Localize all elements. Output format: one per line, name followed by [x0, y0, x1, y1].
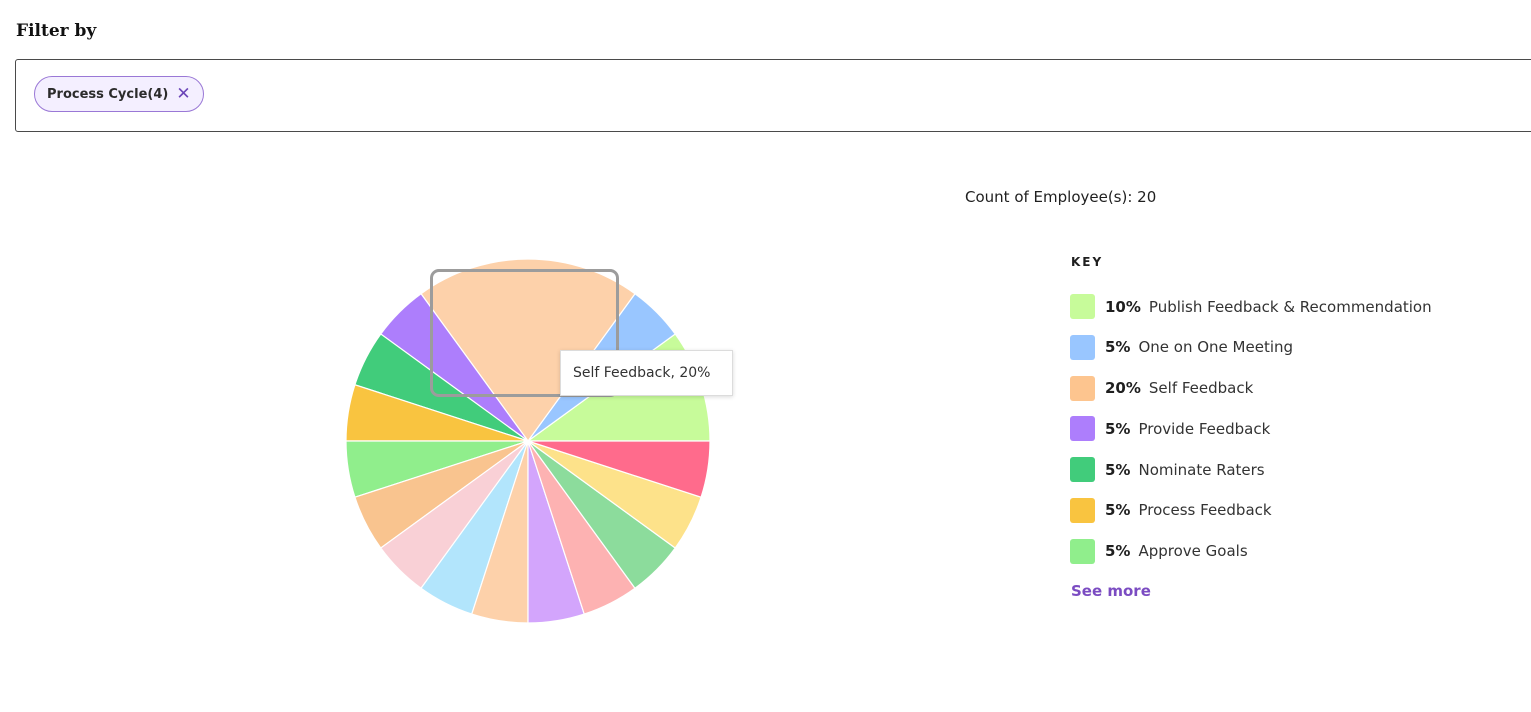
filter-title: Filter by: [16, 21, 97, 41]
legend-list: 10% Publish Feedback & Recommendation 5% On…: [1070, 294, 1432, 580]
legend-percent: 10%: [1105, 297, 1141, 316]
see-more-link[interactable]: See more: [1071, 582, 1151, 600]
legend-percent: 5%: [1105, 460, 1131, 479]
legend-swatch: [1070, 294, 1095, 319]
pie-tooltip: Self Feedback, 20%: [560, 350, 733, 396]
employee-count: Count of Employee(s): 20: [965, 188, 1157, 206]
legend-swatch: [1070, 334, 1095, 360]
legend-swatch: [1070, 457, 1095, 483]
legend-item: 5% Approve Goals: [1070, 538, 1432, 564]
filter-input-box[interactable]: Process Cycle(4) ✕: [15, 59, 1531, 132]
legend-label: Provide Feedback: [1138, 419, 1271, 438]
legend-percent: 5%: [1105, 542, 1131, 561]
legend-swatch: [1070, 497, 1095, 523]
legend-item: 10% Publish Feedback & Recommendation: [1070, 294, 1432, 319]
legend-percent: 5%: [1105, 419, 1131, 438]
legend-label: Publish Feedback & Recommendation: [1148, 297, 1432, 316]
close-icon[interactable]: ✕: [176, 83, 191, 104]
legend-swatch: [1070, 538, 1095, 564]
legend-label: Approve Goals: [1138, 542, 1248, 561]
legend-label: Nominate Raters: [1138, 460, 1265, 479]
pie-slice[interactable]: [527, 440, 711, 498]
filter-chip-process-cycle[interactable]: Process Cycle(4) ✕: [34, 76, 204, 112]
pie-slice[interactable]: [420, 258, 636, 443]
legend-percent: 5%: [1105, 338, 1131, 357]
legend-item: 5% Process Feedback: [1070, 497, 1432, 523]
legend-label: Process Feedback: [1138, 501, 1272, 520]
legend-item: 5% Nominate Raters: [1070, 457, 1432, 483]
legend-label: One on One Meeting: [1138, 338, 1294, 357]
legend-title: KEY: [1071, 255, 1104, 269]
legend-item: 20% Self Feedback: [1070, 375, 1432, 401]
legend-swatch: [1070, 416, 1095, 442]
legend-label: Self Feedback: [1148, 379, 1254, 398]
legend-item: 5% Provide Feedback: [1070, 416, 1432, 442]
legend-item: 5% One on One Meeting: [1070, 334, 1432, 360]
legend-percent: 5%: [1105, 501, 1131, 520]
legend-swatch: [1070, 375, 1095, 401]
legend-percent: 20%: [1105, 379, 1141, 398]
pie-slices: [345, 258, 711, 624]
filter-chip-label: Process Cycle(4): [47, 86, 169, 102]
